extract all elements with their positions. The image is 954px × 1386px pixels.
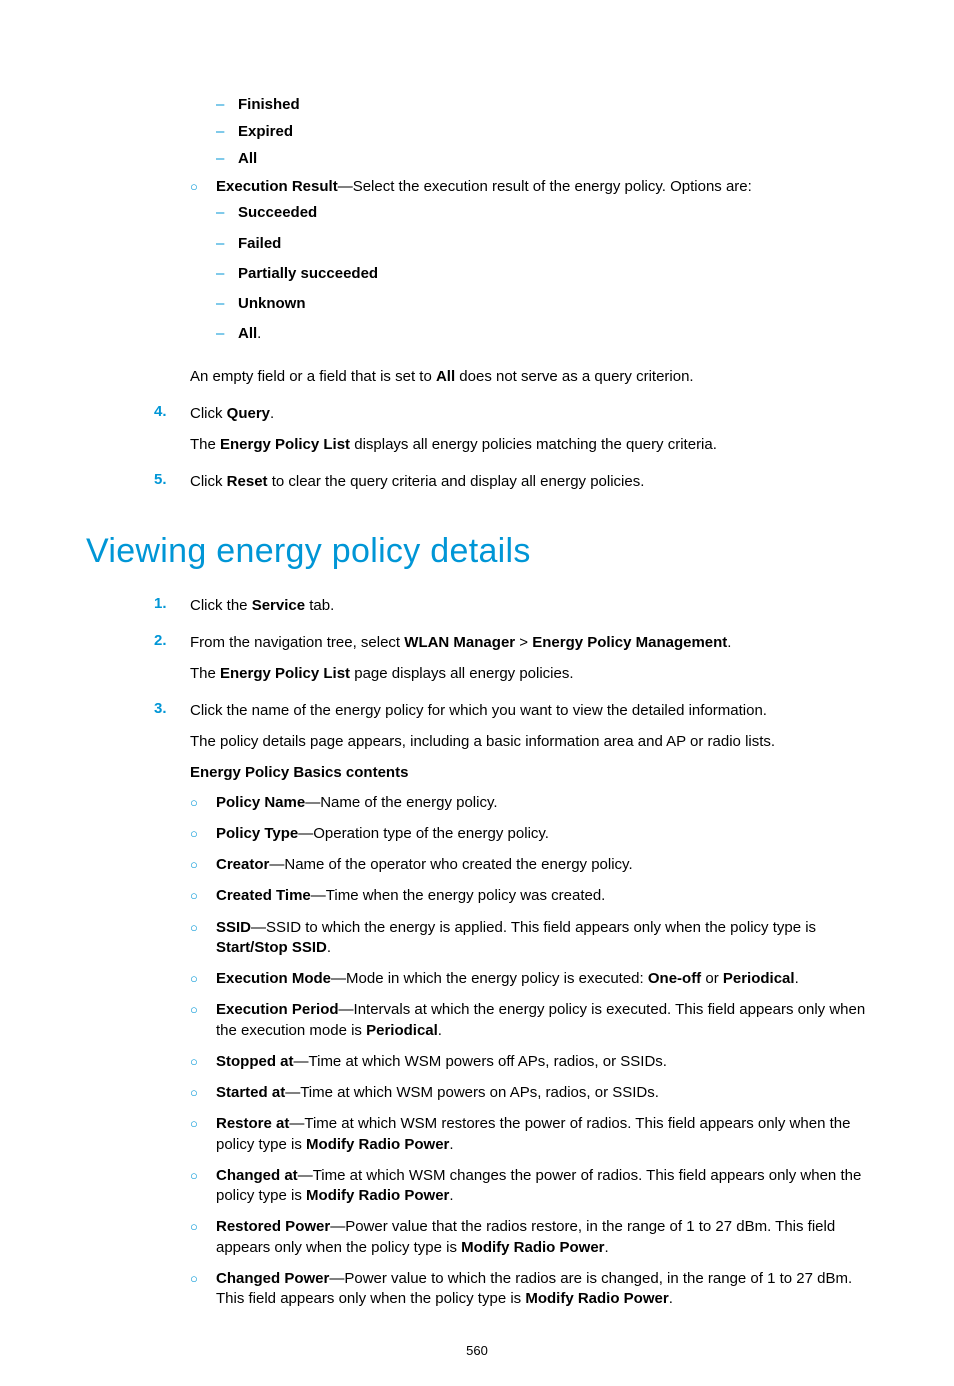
v3-line2: The policy details page appears, includi…: [190, 731, 868, 752]
page: –Finished –Expired –All ○ Execution Resu…: [0, 0, 954, 1386]
circle-icon: ○: [190, 1217, 216, 1258]
circle-icon: ○: [190, 1052, 216, 1072]
vstep-3: 3. Click the name of the energy policy f…: [154, 700, 868, 1321]
item-policy-type: ○Policy Type—Operation type of the energ…: [190, 824, 868, 844]
circle-icon: ○: [190, 177, 216, 355]
carryover-num-blank: [154, 90, 190, 397]
step-5: 5. Click Reset to clear the query criter…: [154, 471, 868, 502]
desc: —Select the execution result of the ener…: [338, 178, 752, 195]
term: Execution Result: [216, 178, 338, 195]
circle-icon: ○: [190, 1269, 216, 1310]
dash-item: –All.: [216, 324, 752, 344]
step-num: 4.: [154, 403, 190, 465]
step4-line2: The Energy Policy List displays all ener…: [190, 434, 868, 455]
dash-label: Failed: [238, 234, 281, 254]
circle-icon: ○: [190, 918, 216, 959]
note-prefix: An empty field or a field that is set to: [190, 368, 436, 385]
dash-item: –Finished: [216, 96, 868, 113]
dash-item: –All: [216, 150, 868, 167]
dash-icon: –: [216, 123, 238, 140]
dash-label: Finished: [238, 96, 300, 113]
dash-icon: –: [216, 234, 238, 254]
dash-label: Succeeded: [238, 203, 317, 223]
item-changed-power: ○Changed Power—Power value to which the …: [190, 1269, 868, 1310]
circle-icon: ○: [190, 1166, 216, 1207]
dash-item: –Expired: [216, 123, 868, 140]
dash-suffix: .: [257, 325, 261, 342]
dash-icon: –: [216, 96, 238, 113]
item-restored-power: ○Restored Power—Power value that the rad…: [190, 1217, 868, 1258]
dash-label: All: [238, 325, 257, 342]
note-all: An empty field or a field that is set to…: [190, 366, 868, 387]
item-restore-at: ○Restore at—Time at which WSM restores t…: [190, 1114, 868, 1155]
circle-icon: ○: [190, 1114, 216, 1155]
dash-label: All: [238, 150, 257, 167]
dash-label: Unknown: [238, 294, 306, 314]
v2-line1: From the navigation tree, select WLAN Ma…: [190, 632, 868, 653]
v3-subhead: Energy Policy Basics contents: [190, 762, 868, 783]
basics-list: ○Policy Name—Name of the energy policy. …: [190, 793, 868, 1310]
viewing-steps: 1. Click the Service tab. 2. From the na…: [86, 595, 868, 1321]
dash-label: Partially succeeded: [238, 264, 378, 284]
item-exec-period: ○Execution Period—Intervals at which the…: [190, 1000, 868, 1041]
dash-label: Expired: [238, 123, 293, 140]
item-changed-at: ○Changed at—Time at which WSM changes th…: [190, 1166, 868, 1207]
step5-line1: Click Reset to clear the query criteria …: [190, 471, 868, 492]
dash-icon: –: [216, 150, 238, 167]
section-heading: Viewing energy policy details: [86, 532, 868, 571]
circle-icon: ○: [190, 1083, 216, 1103]
item-policy-name: ○Policy Name—Name of the energy policy.: [190, 793, 868, 813]
dash-item: –Succeeded: [216, 203, 752, 223]
circle-icon: ○: [190, 886, 216, 906]
circle-icon: ○: [190, 969, 216, 989]
vstep-1: 1. Click the Service tab.: [154, 595, 868, 626]
vstep-2: 2. From the navigation tree, select WLAN…: [154, 632, 868, 694]
step-num: 5.: [154, 471, 190, 502]
item-ssid: ○SSID—SSID to which the energy is applie…: [190, 918, 868, 959]
dash-icon: –: [216, 294, 238, 314]
item-creator: ○Creator—Name of the operator who create…: [190, 855, 868, 875]
top-continuation: –Finished –Expired –All ○ Execution Resu…: [86, 90, 868, 502]
item-created-time: ○Created Time—Time when the energy polic…: [190, 886, 868, 906]
step-4: 4. Click Query. The Energy Policy List d…: [154, 403, 868, 465]
dash-icon: –: [216, 203, 238, 223]
dash-icon: –: [216, 264, 238, 284]
v3-line1: Click the name of the energy policy for …: [190, 700, 868, 721]
circ-list-exec-result: ○ Execution Result—Select the execution …: [190, 177, 868, 355]
item-stopped-at: ○Stopped at—Time at which WSM powers off…: [190, 1052, 868, 1072]
page-number: 560: [0, 1343, 954, 1358]
circle-icon: ○: [190, 793, 216, 813]
dash-icon: –: [216, 324, 238, 344]
step-num: 3.: [154, 700, 190, 1321]
carryover-step: –Finished –Expired –All ○ Execution Resu…: [154, 90, 868, 397]
step4-line1: Click Query.: [190, 403, 868, 424]
dash-item: –Failed: [216, 234, 752, 254]
circle-icon: ○: [190, 824, 216, 844]
item-exec-mode: ○Execution Mode—Mode in which the energy…: [190, 969, 868, 989]
step-num: 1.: [154, 595, 190, 626]
dash-item: –Partially succeeded: [216, 264, 752, 284]
v2-line2: The Energy Policy List page displays all…: [190, 663, 868, 684]
note-bold: All: [436, 368, 455, 385]
circ-item-exec-result: ○ Execution Result—Select the execution …: [190, 177, 868, 355]
item-started-at: ○Started at—Time at which WSM powers on …: [190, 1083, 868, 1103]
step-num: 2.: [154, 632, 190, 694]
dash-list-exec-result: –Succeeded –Failed –Partially succeeded …: [216, 203, 752, 344]
circle-icon: ○: [190, 855, 216, 875]
v1-line1: Click the Service tab.: [190, 595, 868, 616]
note-suffix: does not serve as a query criterion.: [455, 368, 693, 385]
circle-icon: ○: [190, 1000, 216, 1041]
dash-list-a: –Finished –Expired –All: [216, 96, 868, 167]
dash-item: –Unknown: [216, 294, 752, 314]
